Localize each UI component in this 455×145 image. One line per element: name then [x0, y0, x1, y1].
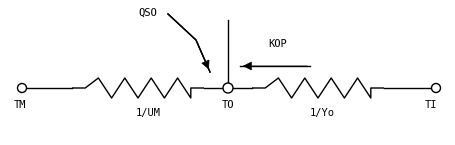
Text: QSO: QSO [138, 8, 157, 18]
Text: 1/UM: 1/UM [135, 108, 160, 118]
Circle shape [222, 83, 233, 93]
Text: TI: TI [424, 100, 436, 110]
Text: KOP: KOP [268, 39, 286, 49]
Circle shape [17, 84, 26, 93]
Text: TO: TO [221, 100, 234, 110]
Text: 1/Yo: 1/Yo [309, 108, 334, 118]
Circle shape [430, 84, 440, 93]
Text: TM: TM [14, 100, 26, 110]
